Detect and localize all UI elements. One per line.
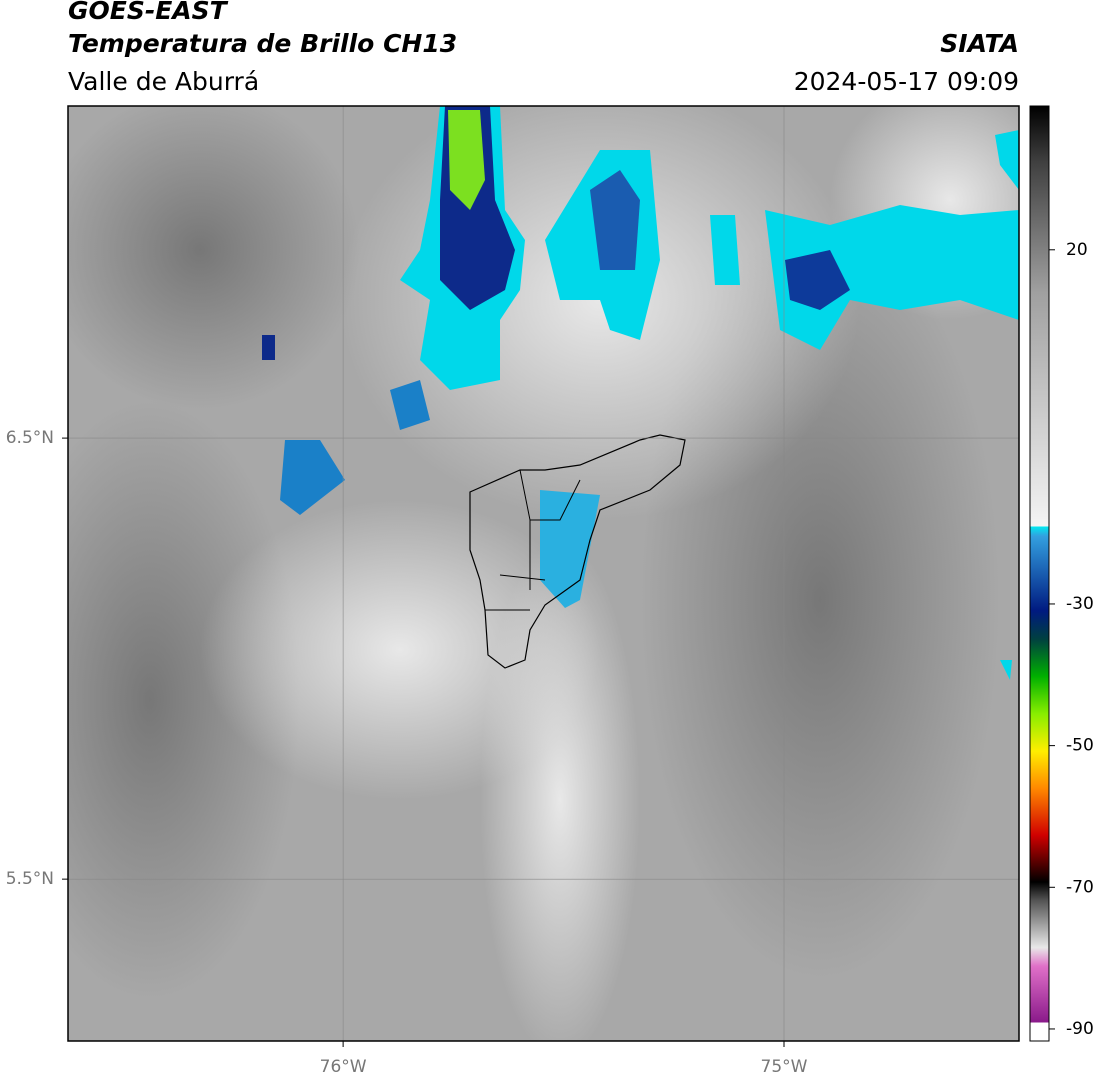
title: GOES-EAST <box>68 0 229 25</box>
colorbar-tick-label: 20 <box>1066 240 1088 260</box>
source: SIATA <box>940 29 1019 58</box>
colorbar <box>1029 105 1050 1042</box>
y-tick-label: 5.5°N <box>6 869 54 889</box>
datetime: 2024-05-17 09:09 <box>794 67 1019 96</box>
subtitle: Temperatura de Brillo CH13 <box>68 29 457 58</box>
x-tick-label: 75°W <box>761 1057 808 1077</box>
satellite-image <box>68 106 1019 1041</box>
colorbar-tick-label: -50 <box>1066 736 1094 756</box>
region: Valle de Aburrá <box>68 67 259 96</box>
y-tick-label: 6.5°N <box>6 428 54 448</box>
colorbar-tick-label: -30 <box>1066 594 1094 614</box>
x-tick-label: 76°W <box>320 1057 367 1077</box>
colorbar-tick-label: -70 <box>1066 877 1094 897</box>
map-frame <box>67 105 1020 1042</box>
colorbar-tick-label: -90 <box>1066 1019 1094 1039</box>
